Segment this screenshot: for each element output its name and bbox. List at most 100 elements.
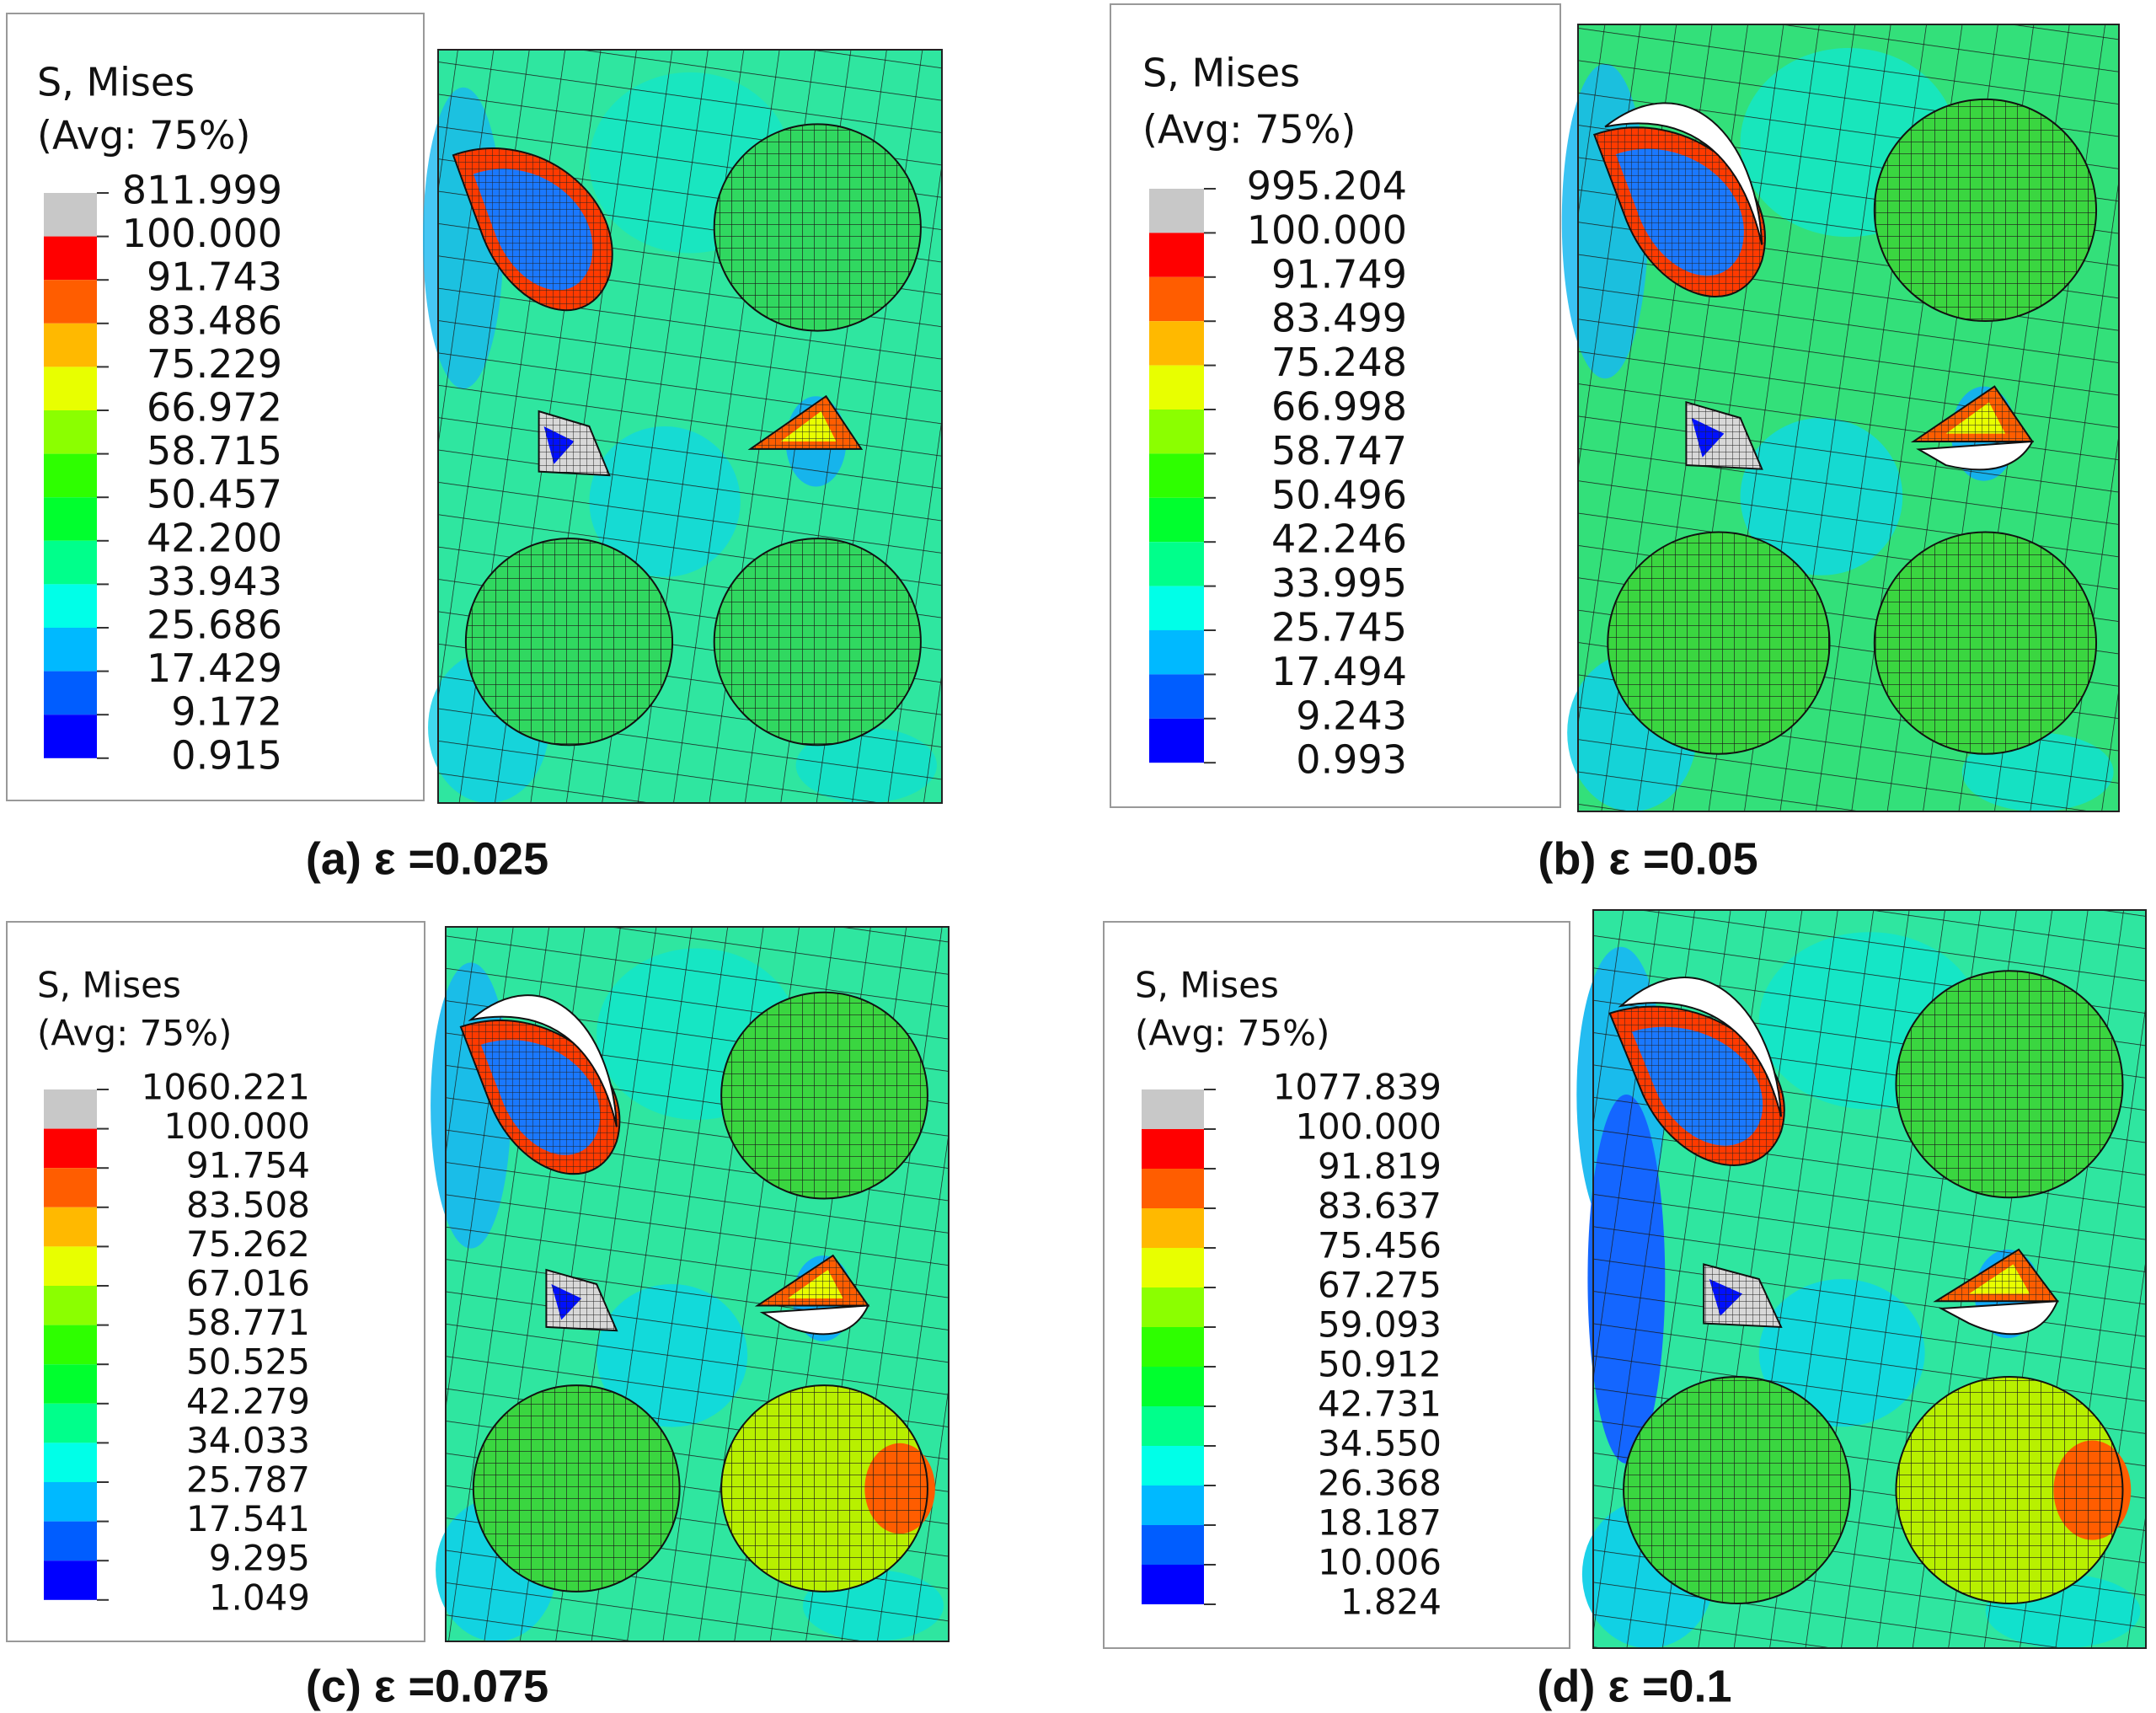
legend-band [1142,1565,1204,1604]
crack [1916,440,2035,471]
legend-band [44,1128,97,1169]
legend: S, Mises (Avg: 75%) 811.999100.00091.74383… [6,13,425,801]
legend-band [44,193,97,237]
legend-band [1149,630,1204,675]
fiber-mesh [1607,531,1831,755]
fiber-mesh [1873,98,2098,323]
legend-band [1149,321,1204,366]
contour-plot [1561,24,2120,812]
legend-level: 1060.221 [142,1067,310,1108]
legend-title: (Avg: 75%) [1135,1013,1329,1054]
legend-band [44,367,97,410]
legend-level: 100.000 [1295,1106,1442,1148]
legend-level: 26.368 [1318,1463,1442,1504]
legend-band [44,1089,97,1129]
legend-level: 75.229 [147,341,282,387]
panel: S, Mises (Avg: 75%) 811.999100.00091.74383… [6,13,943,884]
legend-band [44,1325,97,1365]
legend-title: (Avg: 75%) [37,113,250,158]
legend-band [44,236,97,281]
inclusion-mesh [459,1020,621,1175]
fiber-mesh [713,538,922,747]
panel: S, Mises (Avg: 75%) 1060.221100.00091.7548… [6,921,950,1711]
inclusion-mesh [1592,126,1766,297]
legend-band [1149,233,1204,277]
legend-level: 25.787 [186,1459,310,1501]
legend-level: 91.754 [186,1145,310,1186]
legend-level: 9.243 [1296,693,1407,738]
legend-level: 75.262 [186,1223,310,1265]
inclusion-mesh [1685,400,1763,470]
legend-level: 50.457 [147,472,282,517]
plate-border [445,926,950,1642]
legend-level: 67.016 [186,1263,310,1304]
plate-border [1592,909,2147,1649]
legend-band [44,715,97,758]
inclusion-mesh [754,1254,870,1307]
fiber-mesh [1895,1376,2124,1605]
legend-band [1149,189,1204,233]
legend-level: 91.819 [1318,1146,1442,1187]
legend-band [1142,1525,1204,1565]
legend-band [1142,1089,1204,1129]
legend-level: 17.541 [186,1498,310,1539]
legend-band [1149,718,1204,763]
legend-band [44,1168,97,1207]
legend-band [1149,674,1204,719]
legend-band [1149,542,1204,586]
legend-level: 83.486 [147,297,282,343]
fiber-mesh [464,538,674,747]
legend-level: 1.049 [209,1576,310,1618]
legend-level: 83.508 [186,1184,310,1225]
legend-title: S, Mises [37,965,181,1006]
legend-level: 25.745 [1271,605,1407,650]
legend-level: 66.998 [1271,384,1407,430]
legend-level: 9.295 [209,1538,310,1579]
legend-band [1149,453,1204,498]
legend-band [1142,1208,1204,1248]
legend-level: 91.749 [1271,251,1407,297]
legend-band [44,671,97,715]
plate-border [1577,24,2120,812]
legend-band [44,628,97,672]
legend-band [1149,276,1204,322]
legend-band [44,1286,97,1325]
legend-band [1142,1446,1204,1485]
crack [1938,1300,2059,1336]
crack [759,1304,870,1336]
legend-band [44,1246,97,1286]
legend-title: (Avg: 75%) [1142,107,1356,153]
panel: S, Mises (Avg: 75%) 995.204100.00091.74983… [1110,3,2120,884]
crack [1618,977,1783,1117]
caption: (b) ε =0.05 [1538,833,1757,884]
legend-band [1142,1485,1204,1525]
legend-level: 50.496 [1271,472,1407,517]
legend-level: 59.093 [1318,1304,1442,1346]
legend-level: 1077.839 [1273,1067,1442,1108]
legend-band [1149,410,1204,454]
legend: S, Mises (Avg: 75%) 1077.839100.00091.8198… [1103,921,1570,1649]
legend-band [44,323,97,367]
legend-level: 0.993 [1296,737,1407,783]
contour-plot [423,49,943,804]
caption: (c) ε =0.075 [306,1661,548,1711]
legend-level: 100.000 [1247,207,1407,253]
legend-level: 42.731 [1318,1384,1442,1425]
legend-band [44,1521,97,1561]
panel: S, Mises (Avg: 75%) 1077.839100.00091.8198… [1103,909,2147,1711]
legend-level: 100.000 [163,1105,310,1147]
fiber-mesh [713,123,922,332]
contour-plot [1576,909,2147,1649]
legend-band [44,1364,97,1404]
legend-band [1149,586,1204,630]
fiber-mesh [1873,531,2098,755]
legend-level: 34.550 [1318,1423,1442,1464]
legend-level: 33.943 [147,559,282,604]
legend-band [44,1403,97,1443]
legend-band [1142,1327,1204,1367]
fiber-mesh [472,1384,681,1593]
legend-level: 50.525 [186,1341,310,1383]
legend-level: 33.995 [1271,560,1407,606]
legend-level: 18.187 [1318,1502,1442,1544]
